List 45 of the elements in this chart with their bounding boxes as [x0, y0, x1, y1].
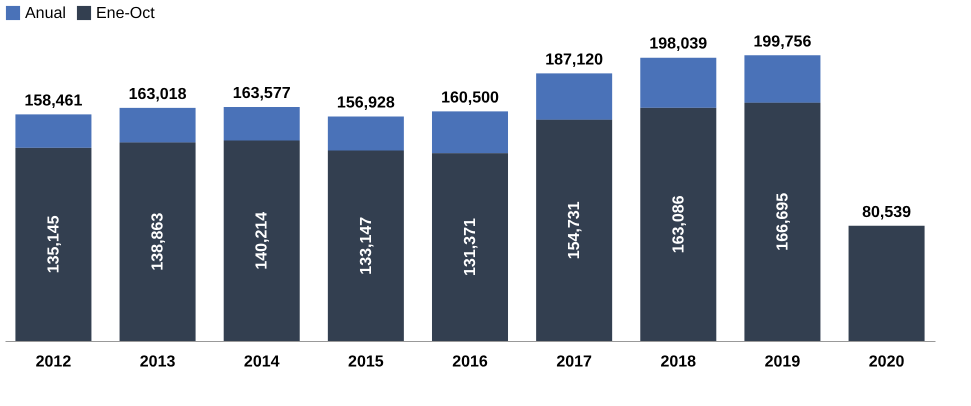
x-tick-label: 2017	[556, 354, 592, 370]
data-label: 131,371	[462, 218, 479, 276]
x-tick-label: 2018	[660, 354, 696, 370]
x-tick-label: 2016	[452, 354, 488, 370]
bar	[432, 111, 508, 154]
bar	[536, 120, 612, 341]
legend-label: Ene-Oct	[96, 5, 156, 22]
total-label: 163,018	[128, 86, 187, 103]
bar	[328, 150, 404, 341]
total-label: 187,120	[545, 51, 604, 68]
total-label: 160,500	[441, 89, 500, 106]
bar	[15, 148, 92, 341]
bar	[15, 114, 92, 148]
data-label: 135,145	[45, 215, 62, 274]
bar	[640, 58, 716, 108]
x-tick-label: 2015	[348, 354, 384, 370]
x-tick-label: 2014	[244, 354, 280, 370]
total-label: 80,539	[862, 204, 912, 221]
total-label: 163,577	[232, 85, 291, 102]
total-label: 156,928	[336, 94, 395, 112]
data-label: 133,147	[358, 216, 375, 275]
data-label: 163,086	[670, 195, 688, 254]
x-tick-label: 2019	[764, 354, 800, 370]
bar	[848, 226, 925, 341]
data-label: 138,863	[150, 212, 167, 271]
data-label: 154,731	[566, 201, 584, 260]
bar	[536, 73, 612, 120]
data-label: 166,695	[774, 192, 792, 251]
x-tick-label: 2013	[140, 354, 176, 370]
bar	[432, 153, 508, 341]
x-tick-label: 2020	[868, 354, 904, 370]
bar	[224, 140, 300, 341]
total-label: 198,039	[649, 36, 708, 53]
bar	[744, 102, 820, 341]
bar	[224, 107, 300, 140]
bar	[640, 108, 716, 341]
total-label: 158,461	[24, 92, 82, 110]
bar	[120, 142, 196, 341]
bar	[328, 116, 404, 151]
data-label: 140,214	[254, 212, 271, 270]
x-tick-label: 2012	[36, 354, 72, 370]
bar	[120, 108, 196, 142]
legend-label: Anual	[25, 5, 66, 22]
bar	[744, 55, 820, 103]
total-label: 199,756	[754, 33, 812, 50]
